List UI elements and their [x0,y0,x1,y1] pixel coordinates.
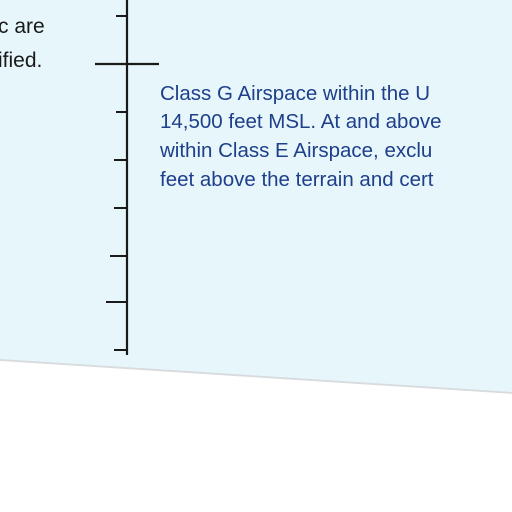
left-note-line-2: ified. [0,49,43,72]
airspace-sky-region [0,0,512,393]
class-g-note-line-2: 14,500 feet MSL. At and above [160,110,442,133]
ground-region [0,361,512,512]
left-note-line-1: c are [0,15,45,38]
class-g-note-line-3: within Class E Airspace, exclu [160,139,433,162]
class-g-note-line-4: feet above the terrain and cert [160,168,434,191]
class-g-note-line-1: Class G Airspace within the U [160,82,431,105]
ground-edge-line [0,359,512,394]
